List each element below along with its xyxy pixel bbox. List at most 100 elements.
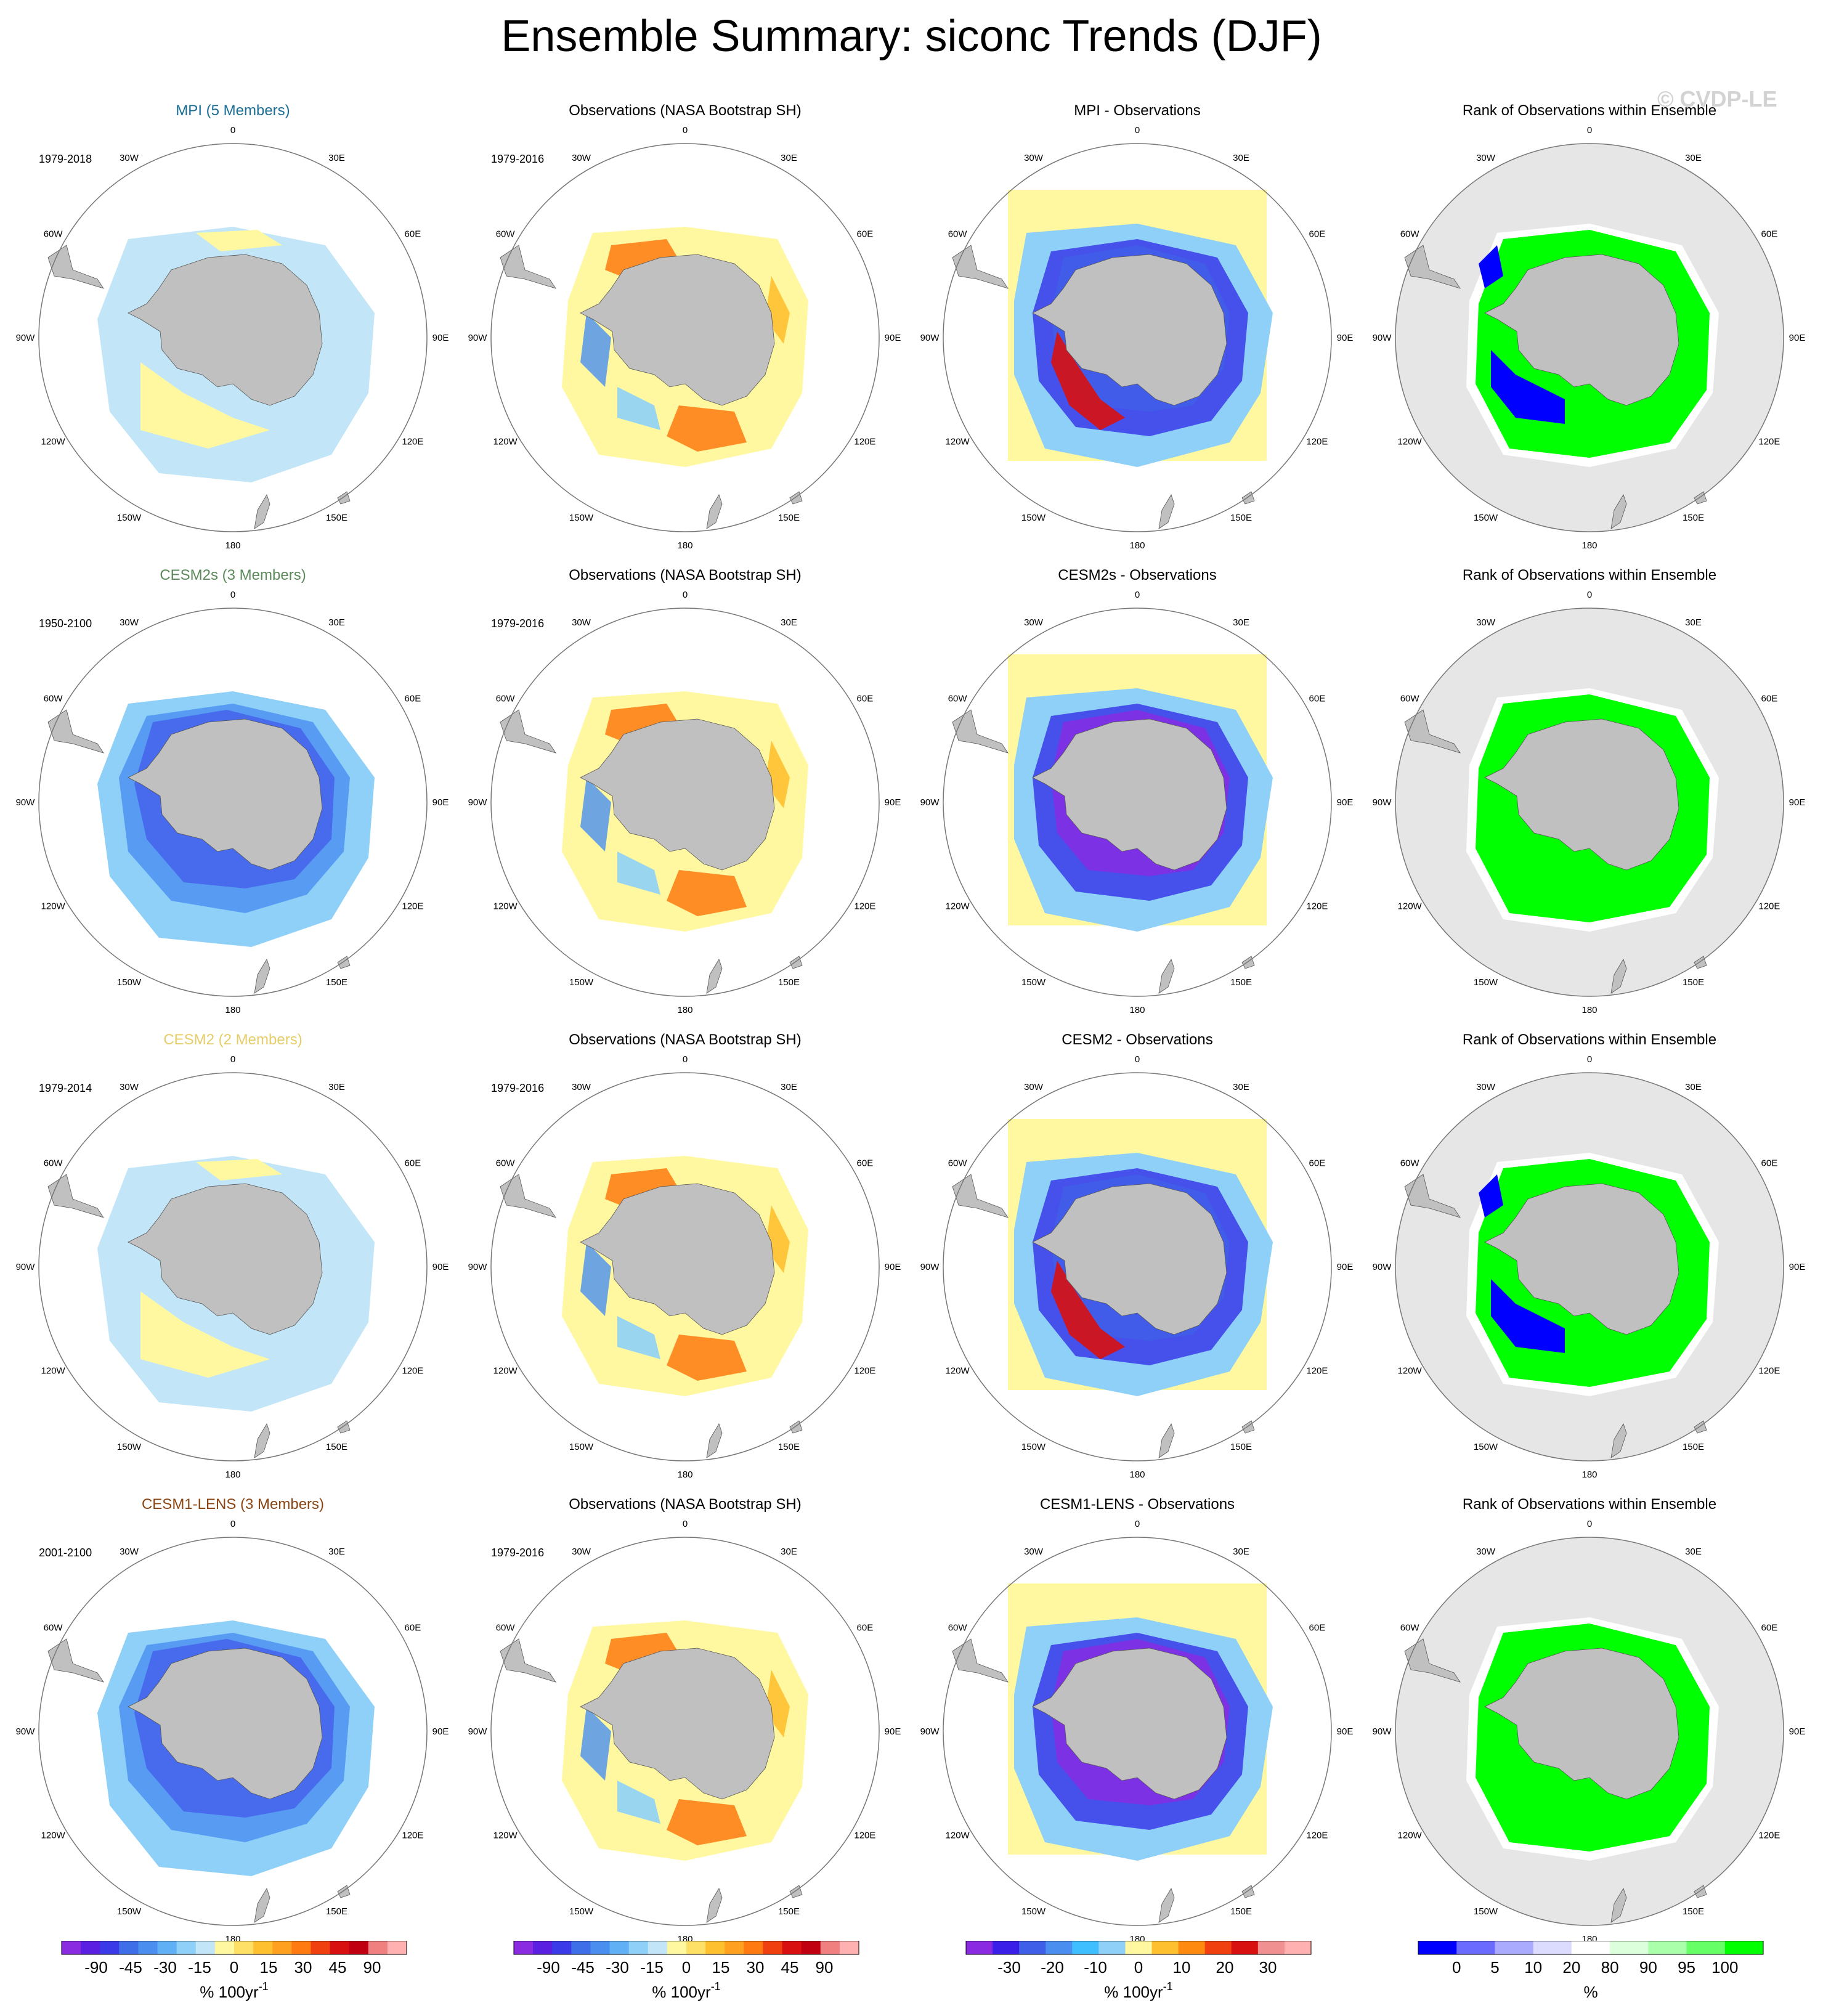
svg-text:120W: 120W bbox=[493, 1831, 518, 1841]
period-label: 1979-2014 bbox=[39, 1082, 92, 1094]
colorbar-swatch bbox=[744, 1941, 763, 1954]
svg-text:60W: 60W bbox=[948, 694, 968, 704]
svg-text:60W: 60W bbox=[1400, 694, 1420, 704]
svg-text:30W: 30W bbox=[1024, 153, 1044, 163]
colorbar-swatch bbox=[81, 1941, 100, 1954]
svg-text:30W: 30W bbox=[1024, 617, 1044, 628]
colorbar-swatch bbox=[214, 1941, 235, 1954]
period-label: 1950-2100 bbox=[39, 617, 92, 630]
model-panel-title: MPI (5 Members) bbox=[176, 102, 290, 119]
svg-text:60W: 60W bbox=[1400, 229, 1420, 240]
svg-text:120E: 120E bbox=[402, 901, 423, 912]
colorbar-tick-label: 20 bbox=[1216, 1958, 1234, 1977]
svg-text:150E: 150E bbox=[778, 513, 800, 523]
colorbar-swatch bbox=[609, 1941, 630, 1954]
diff-panel-title: CESM2s - Observations bbox=[1058, 567, 1217, 583]
svg-text:120E: 120E bbox=[1758, 1366, 1780, 1376]
svg-text:60W: 60W bbox=[1400, 1158, 1420, 1169]
svg-text:90W: 90W bbox=[468, 1262, 488, 1272]
svg-text:150E: 150E bbox=[326, 977, 347, 988]
colorbar-swatch bbox=[272, 1941, 292, 1954]
colorbar-swatch bbox=[514, 1941, 534, 1954]
colorbar-swatch bbox=[763, 1941, 783, 1954]
svg-text:0: 0 bbox=[1135, 1519, 1140, 1529]
colorbar-tick-label: 80 bbox=[1601, 1958, 1619, 1977]
svg-text:0: 0 bbox=[683, 1519, 688, 1529]
colorbar-swatch bbox=[686, 1941, 706, 1954]
svg-text:30E: 30E bbox=[328, 617, 345, 628]
svg-text:150W: 150W bbox=[1474, 1906, 1498, 1917]
colorbar-swatch bbox=[1724, 1941, 1764, 1954]
colorbar-swatch bbox=[1019, 1941, 1046, 1954]
svg-text:30W: 30W bbox=[1476, 1547, 1496, 1557]
colorbar-swatch bbox=[782, 1941, 802, 1954]
colorbar-swatch bbox=[349, 1941, 369, 1954]
svg-text:120W: 120W bbox=[1398, 901, 1423, 912]
svg-text:0: 0 bbox=[1587, 1519, 1592, 1529]
colorbar-swatch bbox=[533, 1941, 553, 1954]
colorbar-swatch bbox=[571, 1941, 591, 1954]
colorbar-swatch bbox=[1418, 1941, 1457, 1954]
svg-text:90W: 90W bbox=[16, 797, 36, 808]
colorbar-swatch bbox=[253, 1941, 273, 1954]
colorbar-tick-label: 90 bbox=[363, 1958, 381, 1977]
svg-text:120W: 120W bbox=[41, 1831, 66, 1841]
svg-text:60W: 60W bbox=[948, 1623, 968, 1633]
svg-text:60E: 60E bbox=[857, 1623, 874, 1633]
colorbar-tick-label: 0 bbox=[230, 1958, 238, 1977]
colorbar-tick-label: 5 bbox=[1490, 1958, 1499, 1977]
svg-text:120E: 120E bbox=[402, 1366, 423, 1376]
colorbar-swatch bbox=[628, 1941, 649, 1954]
svg-text:30E: 30E bbox=[781, 617, 797, 628]
svg-text:150W: 150W bbox=[1021, 513, 1046, 523]
diff-panel-title: CESM1-LENS - Observations bbox=[1039, 1496, 1235, 1513]
svg-text:90E: 90E bbox=[1337, 333, 1354, 343]
svg-text:30W: 30W bbox=[1476, 617, 1496, 628]
colorbar: -90 -45 -30 -15 0 15 30 45 90 % 100yr-1 bbox=[61, 1941, 407, 2001]
svg-text:150E: 150E bbox=[326, 1906, 347, 1917]
svg-text:150E: 150E bbox=[1683, 1442, 1704, 1452]
svg-text:30E: 30E bbox=[1233, 617, 1249, 628]
obs-panel-title: Observations (NASA Bootstrap SH) bbox=[569, 1496, 802, 1513]
colorbar-swatch bbox=[1231, 1941, 1259, 1954]
svg-text:150W: 150W bbox=[117, 513, 142, 523]
svg-text:30W: 30W bbox=[120, 1082, 139, 1092]
svg-text:60E: 60E bbox=[857, 229, 874, 240]
svg-text:120W: 120W bbox=[493, 901, 518, 912]
svg-text:120E: 120E bbox=[1758, 901, 1780, 912]
svg-text:150E: 150E bbox=[1230, 513, 1252, 523]
colorbar-tick-label: 30 bbox=[294, 1958, 312, 1977]
colorbar-tick-label: -30 bbox=[606, 1958, 629, 1977]
colorbar-tick-label: 45 bbox=[329, 1958, 347, 1977]
svg-text:90W: 90W bbox=[1373, 1262, 1392, 1272]
svg-text:30E: 30E bbox=[328, 153, 345, 163]
svg-text:180: 180 bbox=[677, 540, 692, 551]
svg-text:120E: 120E bbox=[854, 1366, 875, 1376]
colorbar-tick-label: 90 bbox=[816, 1958, 834, 1977]
period-label: 2001-2100 bbox=[39, 1547, 92, 1559]
colorbar-tick-label: 0 bbox=[1452, 1958, 1461, 1977]
svg-text:150E: 150E bbox=[326, 1442, 347, 1452]
svg-text:0: 0 bbox=[1135, 125, 1140, 136]
colorbar-unit: % 100yr-1 bbox=[1104, 1980, 1172, 2001]
svg-text:180: 180 bbox=[1129, 540, 1145, 551]
svg-text:120W: 120W bbox=[41, 901, 66, 912]
colorbar-swatch bbox=[667, 1941, 687, 1954]
period-label: 1979-2016 bbox=[491, 617, 545, 630]
svg-text:60W: 60W bbox=[44, 229, 63, 240]
svg-text:30E: 30E bbox=[781, 1082, 797, 1092]
diff-panel-title: MPI - Observations bbox=[1074, 102, 1201, 119]
svg-text:30W: 30W bbox=[572, 617, 591, 628]
svg-text:90E: 90E bbox=[1337, 1262, 1354, 1272]
svg-text:120E: 120E bbox=[1306, 901, 1328, 912]
svg-text:30W: 30W bbox=[120, 153, 139, 163]
svg-text:120E: 120E bbox=[1306, 1831, 1328, 1841]
colorbar-swatch bbox=[1257, 1941, 1285, 1954]
colorbar-tick-label: 0 bbox=[1134, 1958, 1143, 1977]
svg-text:90E: 90E bbox=[432, 1726, 449, 1737]
